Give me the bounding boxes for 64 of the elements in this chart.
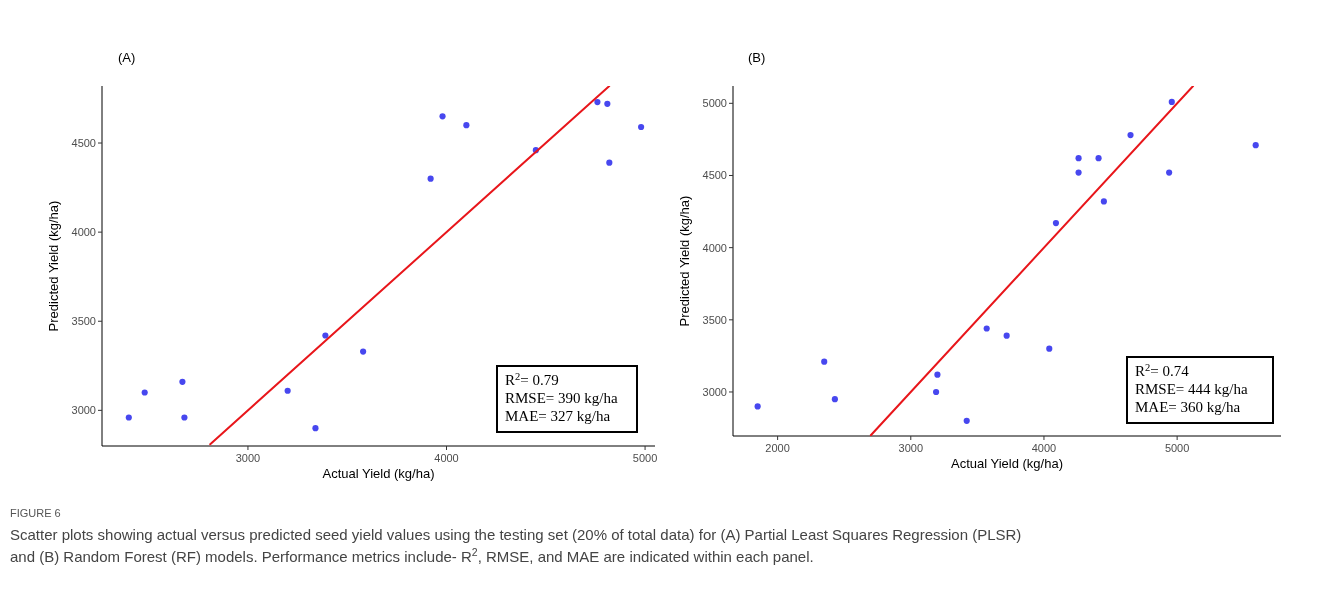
point (606, 159, 613, 166)
x-tick-label: 5000 (632, 452, 658, 464)
point (1046, 345, 1053, 352)
y-tick-label: 4000 (71, 226, 96, 239)
point (1166, 169, 1173, 176)
annotation: R$^{2}$= 0.79 (505, 370, 559, 388)
x-axis-title: Actual Yield (kg/ha) (950, 456, 1064, 471)
point (934, 371, 941, 378)
point (831, 396, 838, 403)
point (439, 113, 446, 120)
point (983, 325, 990, 332)
point (821, 358, 828, 365)
point (638, 123, 645, 131)
x-tick-label: 2000 (765, 442, 790, 454)
x-tick-label: 3000 (235, 452, 261, 464)
point (933, 388, 940, 396)
x-tick-label: 3000 (898, 442, 924, 454)
point (1003, 332, 1010, 339)
y-tick-label: 3000 (71, 404, 96, 417)
point (604, 100, 611, 107)
x-tick-label: 4000 (1031, 442, 1057, 454)
text: and (B) Random Forest (RF) models. Performance metrics include- R$^{2}$, RMSE, and MAE are indicated within each panel. (10, 546, 814, 565)
y-tick-label: 4500 (702, 169, 727, 182)
point (284, 387, 291, 394)
x-axis-title: Actual Yield (kg/ha) (322, 466, 435, 481)
annotation: RMSE= 390 kg/ha (505, 390, 618, 406)
point (181, 414, 188, 421)
y-tick-label: 3500 (71, 315, 96, 328)
y-axis-title: Predicted Yield (kg/ha) (46, 200, 61, 332)
point (594, 98, 601, 106)
point (125, 414, 132, 421)
y-axis-title: Predicted Yield (kg/ha) (677, 195, 692, 327)
y-tick-label: 3500 (702, 313, 727, 326)
point (360, 348, 367, 355)
point (141, 389, 148, 396)
point (322, 332, 329, 339)
y-tick-label: 5000 (702, 97, 727, 110)
point (1127, 131, 1134, 139)
point (427, 175, 434, 182)
point (1168, 98, 1175, 105)
point (463, 122, 470, 129)
caption: FIGURE 6 (10, 507, 61, 519)
point (312, 425, 319, 432)
annotation: MAE= 327 kg/ha (505, 408, 611, 424)
x-tick-label: 5000 (1164, 442, 1190, 454)
point (1075, 155, 1082, 162)
annotation: RMSE= 444 kg/ha (1135, 381, 1248, 397)
chart-title: (B) (748, 50, 766, 65)
point (1252, 142, 1259, 149)
x-tick-label: 4000 (434, 452, 459, 464)
y-tick-label: 3000 (702, 385, 727, 398)
point (754, 403, 761, 410)
y-tick-label: 4000 (702, 241, 727, 254)
y-tick-label: 4500 (71, 137, 96, 150)
point (1052, 220, 1060, 227)
annotation: R$^{2}$= 0.74 (1135, 361, 1190, 379)
annotation: MAE= 360 kg/ha (1135, 399, 1241, 415)
point (1095, 155, 1102, 162)
chart-title: (A) (118, 50, 136, 65)
point (1075, 169, 1082, 176)
text: Scatter plots showing actual versus predicted seed yield values using the testing set (20% of total data) for (A) Partial Least Squares Regression (PLSR) (10, 526, 1022, 543)
point (179, 378, 186, 385)
point (1100, 198, 1107, 205)
point (963, 417, 970, 424)
